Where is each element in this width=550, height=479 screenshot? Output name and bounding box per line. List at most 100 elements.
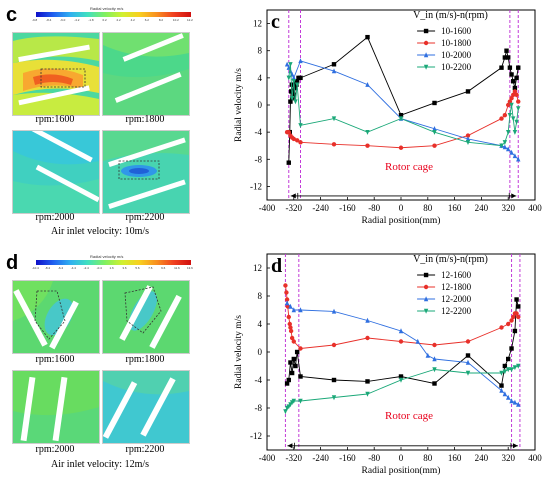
legend-title: V_in (m/s)-n(rpm) [413, 254, 488, 265]
data-point-12-2000 [291, 307, 296, 313]
data-point-10-1600 [499, 65, 504, 70]
data-point-10-2200 [511, 116, 516, 122]
data-point-12-2200 [502, 369, 508, 375]
data-point-10-1800 [365, 143, 370, 148]
data-point-12-1800 [289, 335, 295, 341]
data-point-10-1800 [286, 129, 291, 135]
colorbar-title-d: Radial velocity m/s [90, 254, 124, 259]
x-tick-label: -320 [286, 203, 303, 213]
data-point-10-1600 [516, 65, 521, 70]
data-point-12-2200 [283, 409, 288, 415]
data-point-10-2200 [291, 79, 296, 84]
caption-d-2200: rpm:2200 [125, 444, 165, 455]
series-line-10-2200 [288, 64, 519, 147]
rotor-cage-label: Rotor cage [385, 161, 433, 173]
data-point-10-1800 [465, 133, 471, 138]
x-axis-label: Radial position(mm) [362, 215, 441, 226]
data-point-10-1800 [331, 142, 337, 147]
data-point-10-2000 [506, 146, 511, 152]
legend-entry-12-1600: 12-1600 [441, 270, 471, 280]
data-point-12-1800 [511, 314, 516, 320]
caption-c-2200: rpm:2200 [125, 212, 165, 223]
data-point-12-2000 [288, 303, 293, 309]
data-point-12-1800 [506, 321, 511, 327]
legend-marker [423, 28, 429, 34]
x-tick-label: -80 [368, 203, 380, 213]
data-point-10-2200 [288, 62, 293, 67]
data-point-10-2200 [365, 129, 370, 135]
data-point-10-1800 [509, 96, 514, 101]
y-tick-label: 0 [258, 100, 263, 110]
x-tick-label: 320 [501, 203, 515, 213]
data-point-10-2200 [507, 112, 513, 118]
data-point-10-1600 [398, 112, 404, 118]
data-point-10-2200 [499, 143, 504, 149]
data-point-12-1800 [365, 335, 370, 341]
data-point-10-2200 [502, 140, 508, 146]
colorbar-c-tick: 6.2 [144, 18, 149, 22]
data-point-12-1800 [298, 346, 303, 351]
contour-map-d-2200 [102, 370, 190, 444]
legend-entry-10-2200: 10-2200 [441, 62, 471, 72]
data-point-12-1800 [499, 325, 504, 330]
data-point-10-2000 [432, 126, 437, 131]
y-axis-label: Radial velocity m/s [234, 315, 244, 389]
data-point-10-1600 [506, 55, 511, 60]
inlet-caption-d: Air inlet velocity: 12m/s [50, 459, 150, 470]
data-point-12-1600 [291, 356, 296, 362]
data-point-12-2200 [365, 391, 370, 397]
caption-c-1600: rpm:1600 [35, 114, 75, 125]
x-tick-label: 160 [448, 203, 462, 213]
data-point-10-1800 [499, 116, 504, 121]
series-line-12-2200 [285, 365, 519, 412]
data-point-10-1600 [511, 79, 516, 84]
y-tick-label: 0 [258, 347, 263, 357]
legend-marker [423, 272, 429, 278]
data-point-10-2200 [512, 129, 518, 135]
colorbar-d-tick: -6.4 [57, 266, 63, 270]
data-point-12-2200 [398, 377, 404, 383]
arrow-head-right [511, 193, 517, 199]
data-point-12-2200 [298, 398, 303, 404]
colorbar-d-tick: -0.4 [96, 266, 102, 270]
data-point-12-2200 [331, 395, 337, 401]
x-tick-label: 160 [448, 453, 462, 463]
y-tick-label: -12 [250, 431, 262, 441]
caption-d-1600: rpm:1600 [35, 354, 75, 365]
caption-d-2000: rpm:2000 [35, 444, 75, 455]
data-point-12-1800 [284, 297, 290, 302]
data-point-10-2200 [294, 82, 300, 88]
contour-map-c-1800 [102, 32, 190, 116]
colorbar-ticks-d: -10.4 -8.4 -6.4 -4.4 -2.4 -0.4 1.6 3.6 5.6 7.6 9.6… [32, 266, 193, 272]
data-point-10-1600 [294, 79, 300, 84]
data-point-10-1600 [292, 85, 298, 91]
data-point-12-2000 [499, 387, 504, 393]
data-point-12-1800 [283, 283, 288, 288]
data-point-12-2000 [516, 401, 521, 407]
colorbar-c-tick: -8.4 [46, 18, 52, 22]
x-tick-label: -240 [312, 453, 329, 463]
data-point-10-1600 [365, 34, 370, 40]
series-line-10-2000 [286, 60, 519, 160]
data-point-12-2200 [512, 365, 518, 371]
panel-letter-c: c [271, 11, 280, 33]
data-point-10-1600 [331, 62, 337, 67]
legend-marker [423, 296, 429, 302]
colorbar-c-tick: -6.0 [60, 18, 66, 22]
data-point-12-1600 [331, 377, 337, 383]
data-point-10-2200 [506, 129, 511, 135]
data-point-12-1600 [298, 374, 303, 379]
data-point-10-2200 [298, 123, 303, 129]
data-point-12-1800 [432, 342, 437, 348]
y-tick-label: 4 [258, 73, 263, 83]
y-tick-label: 8 [258, 291, 263, 301]
data-point-10-2000 [291, 75, 296, 81]
data-point-10-2000 [331, 68, 337, 74]
data-point-12-1600 [284, 381, 290, 386]
data-point-10-1800 [432, 143, 437, 148]
x-tick-label: 0 [399, 203, 404, 213]
colorbar-d-tick: 9.6 [161, 266, 166, 270]
data-point-12-2000 [284, 300, 290, 306]
data-point-12-1800 [291, 339, 296, 344]
colorbar-c-tick: 8.2 [158, 18, 163, 22]
